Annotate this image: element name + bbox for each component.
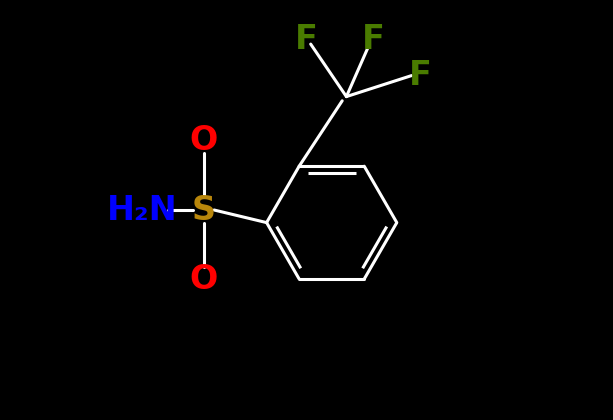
Text: H₂N: H₂N (107, 194, 178, 226)
Text: F: F (362, 24, 385, 56)
Text: F: F (295, 24, 318, 56)
Text: F: F (408, 59, 432, 92)
Text: O: O (189, 263, 218, 296)
Text: O: O (189, 124, 218, 157)
Text: S: S (192, 194, 216, 226)
